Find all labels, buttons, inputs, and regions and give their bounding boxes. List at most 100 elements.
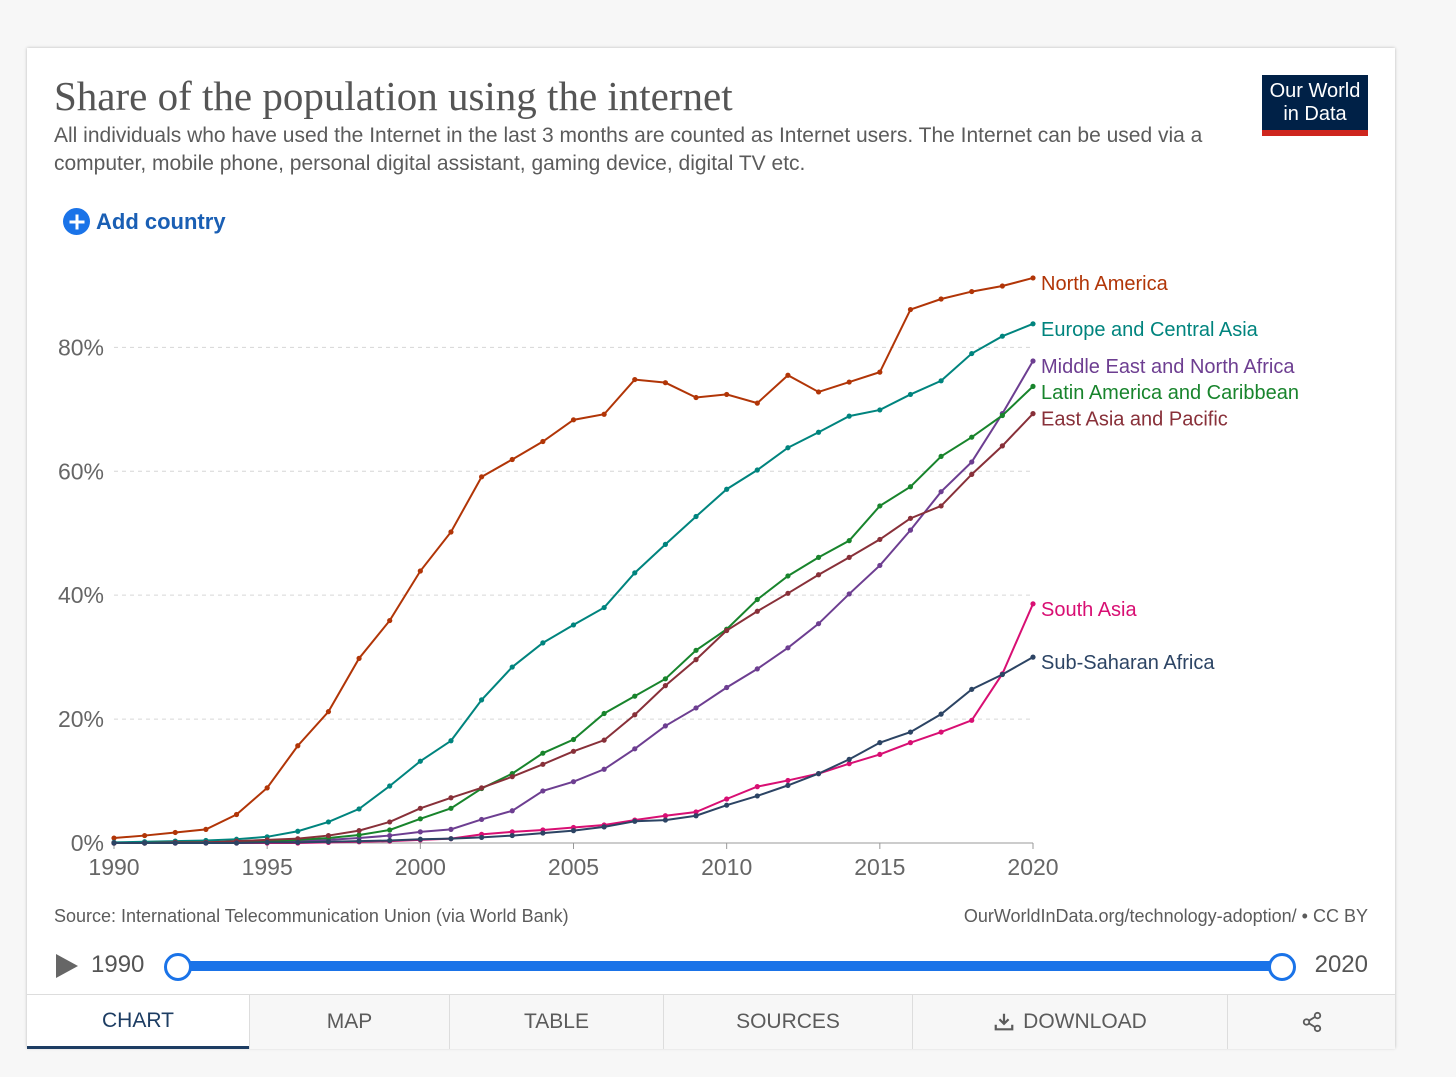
data-point[interactable] [417,805,423,811]
data-point[interactable] [724,486,730,492]
add-country-button[interactable]: Add country [63,208,226,235]
data-point[interactable] [693,705,699,711]
data-point[interactable] [233,840,240,846]
data-point[interactable] [448,529,454,535]
data-point[interactable] [724,796,730,802]
data-point[interactable] [662,817,669,823]
data-point[interactable] [815,621,822,627]
data-point[interactable] [540,438,546,445]
data-point[interactable] [264,839,270,845]
data-point[interactable] [570,622,577,628]
data-point[interactable] [448,805,454,811]
data-point[interactable] [295,836,301,842]
data-point[interactable] [815,429,822,435]
data-point[interactable] [479,697,485,703]
series-line[interactable] [114,385,1034,844]
data-point[interactable] [846,379,852,385]
data-point[interactable] [264,785,270,791]
data-point[interactable] [417,816,423,822]
data-point[interactable] [570,779,577,785]
timeline-track[interactable] [178,961,1282,971]
data-point[interactable] [754,596,760,603]
data-point[interactable] [295,828,301,834]
data-point[interactable] [540,750,546,756]
data-point[interactable] [479,785,485,791]
data-point[interactable] [601,411,607,417]
data-point[interactable] [387,617,393,624]
data-point[interactable] [632,712,638,718]
data-point[interactable] [356,828,362,834]
data-point[interactable] [938,729,944,735]
data-point[interactable] [877,751,883,758]
data-point[interactable] [907,515,914,521]
data-point[interactable] [172,829,178,836]
data-point[interactable] [540,830,546,836]
data-point[interactable] [693,513,699,520]
timeline-start-handle[interactable] [164,953,192,981]
data-point[interactable] [938,489,944,495]
data-point[interactable] [509,808,515,814]
data-point[interactable] [693,657,699,663]
data-point[interactable] [632,746,638,752]
data-point[interactable] [540,788,546,794]
data-point[interactable] [448,826,454,832]
data-point[interactable] [509,829,515,835]
data-point[interactable] [907,391,914,398]
data-point[interactable] [295,743,301,749]
data-point[interactable] [448,738,454,744]
tab-table[interactable]: TABLE [449,995,663,1049]
data-point[interactable] [233,811,240,818]
series-line[interactable] [114,412,1034,844]
tab-share[interactable] [1227,995,1395,1049]
data-point[interactable] [907,729,914,735]
data-point[interactable] [632,570,638,576]
data-point[interactable] [693,647,699,653]
data-point[interactable] [938,296,944,302]
data-point[interactable] [877,740,883,746]
data-point[interactable] [999,412,1005,419]
data-point[interactable] [754,793,760,799]
data-point[interactable] [570,828,577,834]
data-point[interactable] [387,837,393,844]
data-point[interactable] [815,572,822,578]
license-link[interactable]: OurWorldInData.org/technology-adoption/ … [963,906,1368,926]
data-point[interactable] [203,826,209,832]
data-point[interactable] [785,777,791,784]
data-point[interactable] [754,400,760,406]
series-line[interactable] [114,360,1034,844]
data-point[interactable] [1030,275,1036,281]
data-point[interactable] [540,640,546,646]
data-point[interactable] [969,288,975,295]
data-point[interactable] [662,380,669,386]
data-point[interactable] [570,748,577,754]
data-point[interactable] [356,655,362,661]
data-point[interactable] [969,686,975,692]
tab-sources[interactable]: SOURCES [663,995,912,1049]
data-point[interactable] [938,711,944,717]
data-point[interactable] [479,474,485,480]
data-point[interactable] [540,761,546,767]
data-point[interactable] [999,443,1005,449]
data-point[interactable] [448,836,454,842]
tab-chart[interactable]: CHART [27,995,249,1049]
data-point[interactable] [907,484,914,490]
data-point[interactable] [662,813,669,819]
data-point[interactable] [325,832,332,839]
data-point[interactable] [693,394,699,401]
data-point[interactable] [938,378,944,384]
data-point[interactable] [142,832,148,839]
data-point[interactable] [662,723,669,729]
data-point[interactable] [601,824,607,830]
data-point[interactable] [662,683,669,689]
data-point[interactable] [907,527,914,533]
data-point[interactable] [509,456,515,463]
data-point[interactable] [662,676,669,682]
data-point[interactable] [785,573,791,579]
data-point[interactable] [724,391,730,398]
data-point[interactable] [877,562,883,569]
series-line[interactable] [114,603,1034,844]
data-point[interactable] [632,693,638,699]
tab-map[interactable]: MAP [249,995,449,1049]
data-point[interactable] [387,783,393,789]
data-point[interactable] [570,417,577,423]
